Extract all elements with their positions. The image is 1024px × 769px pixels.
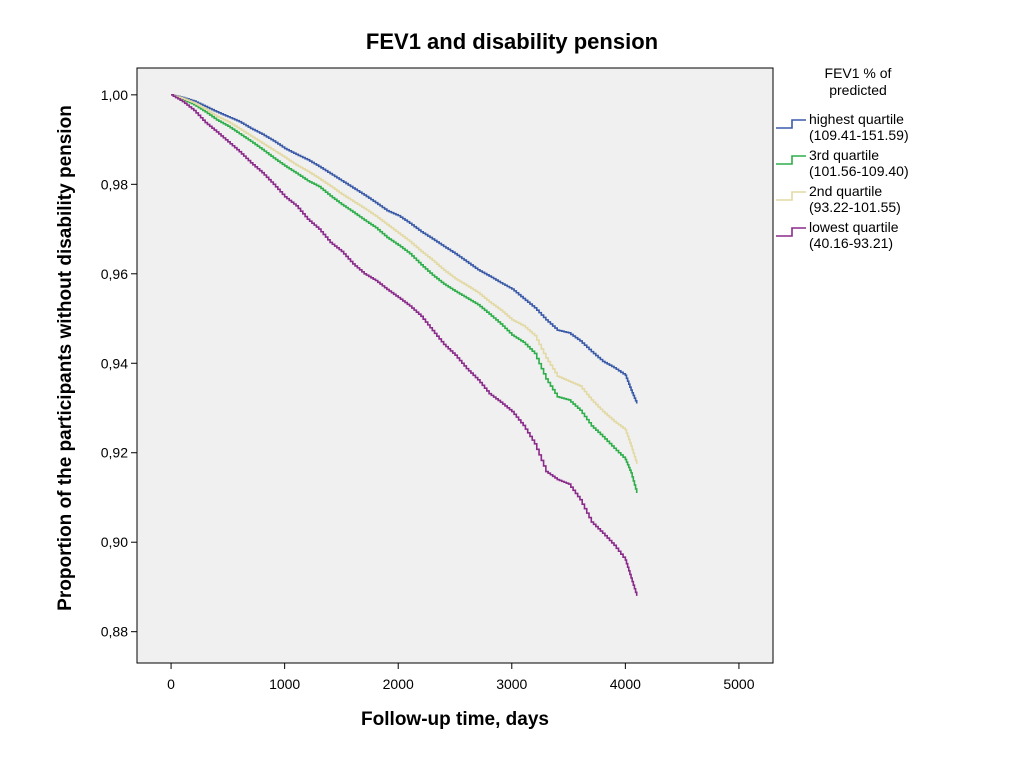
y-axis: 0,88 0,90 0,92 0,94 0,96 0,98 1,00 <box>101 87 137 640</box>
series-line <box>171 94 638 404</box>
series-line <box>171 94 638 493</box>
legend-symbol <box>776 119 806 129</box>
y-axis-label: Proportion of the participants without d… <box>55 105 76 611</box>
chart-title: FEV1 and disability pension <box>366 29 658 54</box>
x-tick-label: 4000 <box>610 676 641 692</box>
x-axis: 0 1000 2000 3000 4000 5000 <box>167 663 755 692</box>
x-tick-label: 5000 <box>723 676 754 692</box>
x-tick-label: 1000 <box>269 676 300 692</box>
legend-range: (93.22-101.55) <box>809 199 901 215</box>
plot-area <box>136 67 774 664</box>
legend-title-line-1: FEV1 % of <box>825 65 892 81</box>
legend-title-line-2: predicted <box>829 82 887 98</box>
legend-symbol <box>776 155 806 165</box>
x-axis-label: Follow-up time, days <box>361 709 549 730</box>
legend-symbol <box>776 227 806 237</box>
y-tick-label: 0,88 <box>101 624 128 640</box>
legend: FEV1 % of predicted highest quartile(109… <box>776 65 909 251</box>
series-line <box>171 94 638 596</box>
y-tick-label: 0,90 <box>101 534 128 550</box>
legend-symbol <box>776 191 806 201</box>
series-lines <box>171 94 638 596</box>
legend-range: (40.16-93.21) <box>809 235 893 251</box>
x-tick-label: 3000 <box>496 676 527 692</box>
x-tick-label: 0 <box>167 676 175 692</box>
y-tick-label: 0,98 <box>101 176 128 192</box>
y-tick-label: 0,94 <box>101 355 128 371</box>
legend-range: (101.56-109.40) <box>809 163 909 179</box>
legend-range: (109.41-151.59) <box>809 127 909 143</box>
legend-label: 2nd quartile <box>809 183 882 199</box>
y-tick-label: 0,92 <box>101 445 128 461</box>
y-tick-label: 1,00 <box>101 87 128 103</box>
legend-label: lowest quartile <box>809 219 899 235</box>
x-tick-label: 2000 <box>383 676 414 692</box>
y-tick-label: 0,96 <box>101 266 128 282</box>
legend-label: 3rd quartile <box>809 147 879 163</box>
series-line <box>171 94 638 464</box>
legend-label: highest quartile <box>809 111 904 127</box>
